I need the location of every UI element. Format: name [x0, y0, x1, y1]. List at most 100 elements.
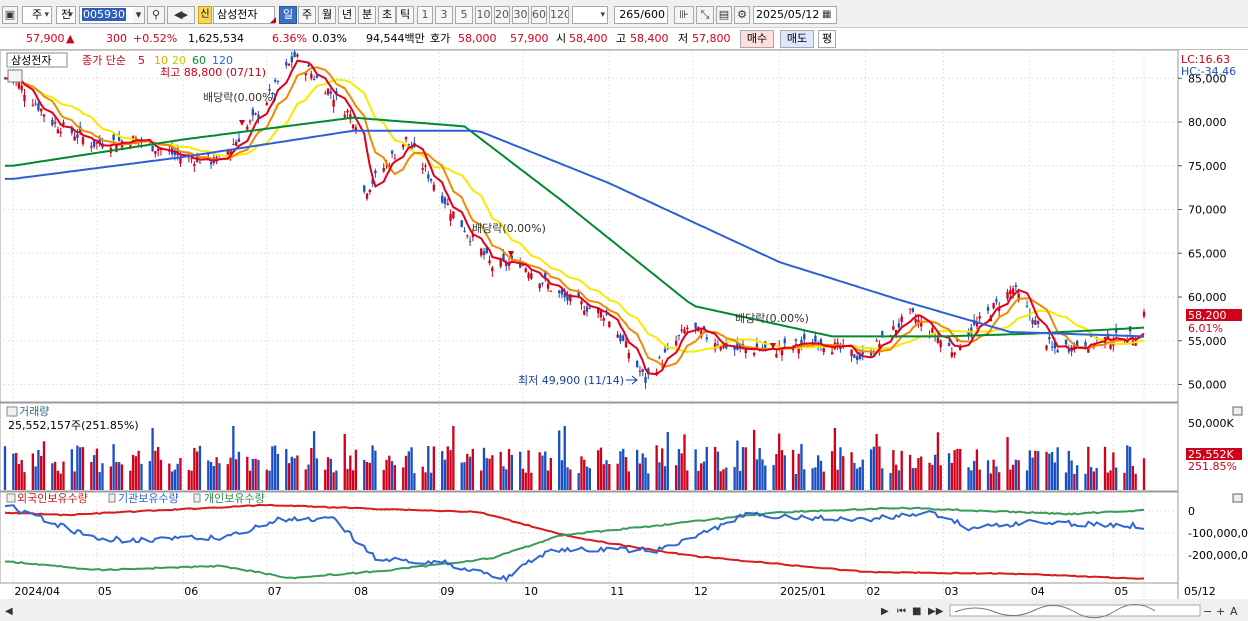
volume-bar [365, 461, 369, 490]
draw-tool-icon[interactable]: ⤡ [696, 6, 714, 24]
volume-bar [335, 470, 338, 490]
interval-tab-3[interactable]: 3 [435, 6, 453, 24]
zoom-in-icon[interactable]: + [1216, 605, 1225, 618]
candle-type-icon[interactable]: ⊪ [674, 6, 694, 24]
play-icon[interactable]: ▶▶ [928, 606, 944, 617]
candle-body [674, 340, 678, 346]
bid: 57,900 [510, 32, 549, 45]
volume-bar [803, 469, 806, 490]
interval-tab-120[interactable]: 120 [549, 6, 569, 24]
candle-body [351, 124, 355, 129]
candle-body [488, 260, 491, 264]
prev-select[interactable]: 전 [56, 6, 76, 24]
interval-tab-60[interactable]: 60 [531, 6, 547, 24]
volume-panel-icon[interactable] [6, 406, 18, 417]
volume-bar [794, 473, 798, 490]
avg-button[interactable]: 평 [818, 30, 836, 48]
candle-body [468, 240, 472, 242]
candle-body [304, 73, 307, 76]
volume-bar [460, 462, 463, 490]
search-icon[interactable]: ⚲ [147, 6, 165, 24]
volume-bar [329, 458, 332, 490]
candle-body [855, 356, 859, 361]
volume-bar [822, 471, 825, 490]
stock-name-field[interactable]: 삼성전자 [213, 6, 275, 24]
volume-bar [118, 462, 121, 490]
volume-bar [1025, 470, 1029, 490]
holding-panel-close-icon[interactable] [1232, 493, 1243, 503]
period-tab-5[interactable]: 초 [378, 6, 396, 24]
interval-tab-1[interactable]: 1 [417, 6, 433, 24]
volume-bar [343, 434, 346, 490]
scroll-range-track[interactable] [949, 604, 1201, 617]
chart-svg[interactable]: 2024/04 05 06 07 08 09 10 11 12 2025/01 02 03 04 05 05… [0, 49, 1248, 621]
candle-body [1087, 348, 1090, 353]
candle-body [17, 82, 21, 89]
period-tab-1[interactable]: 주 [298, 6, 316, 24]
unit-select[interactable] [572, 6, 608, 24]
volume-bar [371, 445, 374, 490]
legend-name-box[interactable] [6, 52, 68, 68]
interval-tab-20[interactable]: 20 [494, 6, 510, 24]
volume-bar [92, 455, 96, 490]
interval-tab-30[interactable]: 30 [512, 6, 529, 24]
period-select[interactable]: 주 [22, 6, 52, 24]
date-field[interactable]: 2025/05/12 [753, 6, 837, 24]
stop-icon[interactable]: ■ [912, 606, 921, 617]
settings-icon[interactable]: ⚙ [734, 6, 750, 24]
volume-bar [76, 445, 79, 490]
rewind-icon[interactable]: ⏮ [897, 606, 906, 617]
low-label: 저 [678, 32, 689, 45]
stock-name: 삼성전자 [217, 8, 258, 21]
panel-menu-icon[interactable] [7, 69, 23, 83]
candle-body [686, 327, 689, 330]
volume-bar [588, 468, 591, 490]
interval-tab-10[interactable]: 10 [475, 6, 492, 24]
bar-count-field[interactable]: 265/600 [614, 6, 668, 24]
auto-scale-icon[interactable]: A [1230, 605, 1238, 618]
interval-tab-5[interactable]: 5 [455, 6, 473, 24]
volume-bar [700, 463, 703, 490]
period-tab-3[interactable]: 년 [338, 6, 356, 24]
period-tab-0[interactable]: 일 [279, 6, 297, 24]
candle-body [368, 189, 371, 193]
save-icon[interactable]: ▤ [716, 6, 732, 24]
zoom-out-icon[interactable]: − [1203, 605, 1212, 618]
candle-body [752, 352, 756, 355]
volume-bar [869, 449, 873, 490]
volume-bar [908, 454, 912, 490]
window-icon[interactable]: ▣ [2, 6, 18, 24]
volume-bar [285, 448, 288, 490]
volume-bar [507, 448, 511, 490]
hc-label: HC:-34.46 [1181, 65, 1236, 78]
chart-area[interactable]: 2024/04 05 06 07 08 09 10 11 12 2025/01 02 03 04 05 05… [0, 49, 1248, 621]
buy-button[interactable]: 매수 [740, 30, 774, 48]
candle-body [1045, 345, 1048, 350]
scroll-left-icon[interactable]: ◀ [5, 606, 13, 617]
volume-bar [1067, 450, 1070, 490]
holding-panel-icon[interactable] [6, 493, 16, 503]
scroll-right-icon[interactable]: ▶ [881, 606, 889, 617]
period-tab-2[interactable]: 월 [318, 6, 336, 24]
calendar-icon[interactable]: ▦ [822, 9, 832, 20]
volume-bar [619, 451, 622, 490]
volume-bar [814, 467, 817, 490]
period-tab-6[interactable]: 틱 [396, 6, 414, 24]
period-tab-4[interactable]: 분 [358, 6, 376, 24]
candle-body [159, 148, 163, 151]
sound-icon[interactable]: ◀▸ [167, 6, 195, 24]
volume-bar [791, 449, 795, 490]
volume-bar [14, 452, 18, 490]
volume-bar [959, 448, 962, 490]
volume-bar [446, 446, 449, 490]
volume-panel-close-icon[interactable] [1232, 406, 1243, 416]
stock-code-input[interactable]: 005930 [79, 6, 145, 24]
candle-body [251, 109, 255, 116]
sell-button[interactable]: 매도 [780, 30, 814, 48]
candle-body [986, 307, 990, 311]
volume-bar [995, 466, 998, 490]
candle-body [502, 253, 505, 261]
volume-bar [332, 472, 335, 490]
code-dropdown-icon[interactable]: ▾ [133, 6, 145, 24]
change-pct: +0.52% [133, 32, 178, 45]
